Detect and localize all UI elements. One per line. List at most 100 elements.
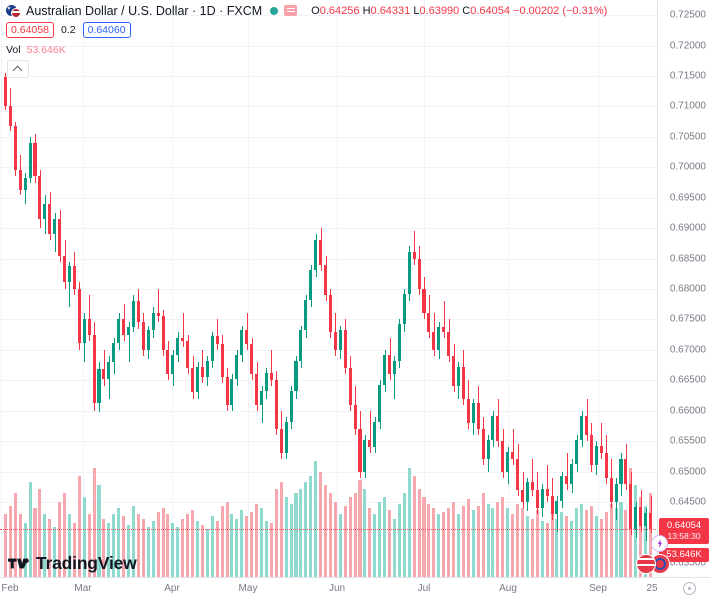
volume-bar <box>353 493 357 578</box>
volume-bar <box>38 488 42 578</box>
volume-bar <box>343 505 347 578</box>
volume-bar <box>570 520 574 578</box>
candle-wick <box>202 349 203 384</box>
page-title[interactable]: Australian Dollar / U.S. Dollar · 1D · F… <box>26 3 263 18</box>
candle-body <box>215 336 219 344</box>
candle-body <box>63 255 67 282</box>
candle-wick <box>557 495 558 533</box>
volume-bar <box>540 520 544 578</box>
candle-body <box>43 203 47 220</box>
candle-body <box>624 459 628 484</box>
volume-bar <box>442 512 446 578</box>
candle-body <box>28 142 32 179</box>
candle-body <box>432 331 436 350</box>
time-tick-label: Mar <box>74 583 92 594</box>
time-axis[interactable]: Feb Mar Apr May Jun Jul Aug Sep 25 <box>0 578 710 600</box>
candle-body <box>131 301 135 327</box>
candle-body <box>412 252 416 259</box>
gear-icon[interactable] <box>683 582 696 595</box>
candle-body <box>358 428 362 472</box>
price-tick-label: 0.64500 <box>669 496 706 508</box>
candle-body <box>639 506 643 527</box>
candle-body <box>599 445 603 454</box>
volume-bar <box>338 514 342 578</box>
current-price-line <box>0 529 658 531</box>
volume-bar <box>456 514 460 578</box>
volume-bar <box>210 516 214 578</box>
candle-body <box>338 330 342 350</box>
volume-bar <box>304 482 308 578</box>
candle-body <box>476 403 480 429</box>
volume-bar <box>166 514 170 578</box>
gridline-horizontal <box>0 228 658 230</box>
volume-bar <box>545 522 549 578</box>
volume-bar <box>279 482 283 578</box>
time-tick-label: Aug <box>499 583 517 594</box>
candle-body <box>417 258 421 289</box>
candle-body <box>619 459 623 484</box>
gridline-horizontal <box>0 441 658 443</box>
volume-bar <box>264 520 268 578</box>
time-tick-label: Sep <box>589 583 607 594</box>
gridline-horizontal <box>0 45 658 47</box>
volume-badge: 53.646K <box>659 548 709 562</box>
ask-price-box[interactable]: 0.64060 <box>82 22 131 38</box>
candle-body <box>649 512 653 530</box>
candle-body <box>466 398 470 423</box>
chart-style-icon[interactable] <box>284 5 298 16</box>
ohlc-c-value: 0.64054 <box>470 4 511 17</box>
candle-body <box>570 464 574 484</box>
candle-body <box>269 372 273 381</box>
candle-wick <box>601 422 602 460</box>
price-tick-label: 0.67500 <box>669 313 706 325</box>
gridline-horizontal <box>0 15 658 17</box>
volume-bar <box>432 507 436 578</box>
volume-bar <box>8 505 12 578</box>
bid-price-box[interactable]: 0.64058 <box>6 22 54 38</box>
candle-body <box>604 453 608 478</box>
candle-body <box>107 362 111 380</box>
ohlc-h-value: 0.64331 <box>370 4 411 17</box>
volume-bar <box>112 514 116 578</box>
volume-bar <box>437 514 441 578</box>
volume-bar <box>284 497 288 578</box>
volume-bar <box>397 503 401 578</box>
candle-body <box>58 219 62 256</box>
legend-volume-row[interactable]: Vol 53.646K <box>6 42 607 58</box>
volume-bar <box>156 512 160 578</box>
volume-bar <box>240 510 244 578</box>
price-tick-label: 0.65500 <box>669 435 706 447</box>
candle-wick <box>513 428 514 466</box>
lightning-bolt-icon[interactable] <box>651 535 668 552</box>
volume-bar <box>511 514 515 578</box>
ohlc-change-pct: (−0.31%) <box>562 4 608 17</box>
volume-bar <box>299 488 303 578</box>
currency-flags-icon[interactable] <box>636 554 680 574</box>
chart-plot-area[interactable] <box>0 0 658 578</box>
candle-body <box>584 415 589 436</box>
candle-body <box>594 445 598 466</box>
chart-legend: Australian Dollar / U.S. Dollar · 1D · F… <box>6 2 607 58</box>
volume-bar <box>368 507 372 578</box>
volume-bar <box>67 514 71 578</box>
price-tick-label: 0.66000 <box>669 405 706 417</box>
candle-body <box>388 354 392 375</box>
price-tick-label: 0.72500 <box>669 9 706 21</box>
price-axis[interactable]: 0.72500 0.72000 0.71500 0.71000 0.70500 0.700… <box>658 0 710 578</box>
volume-bar <box>230 514 234 578</box>
volume-bar <box>491 507 495 578</box>
candle-wick <box>271 349 272 387</box>
candle-body <box>491 415 495 440</box>
gridline-vertical <box>337 0 338 578</box>
volume-bar <box>324 484 328 578</box>
candle-body <box>304 299 308 331</box>
chevron-up-icon[interactable] <box>7 60 29 78</box>
candle-body <box>97 369 101 404</box>
candle-body <box>289 391 293 422</box>
candle-body <box>447 331 451 356</box>
candle-body <box>186 340 190 369</box>
time-tick-label: Feb <box>1 583 19 594</box>
volume-bar <box>427 503 431 578</box>
candle-body <box>67 265 71 282</box>
candle-body <box>437 326 441 350</box>
